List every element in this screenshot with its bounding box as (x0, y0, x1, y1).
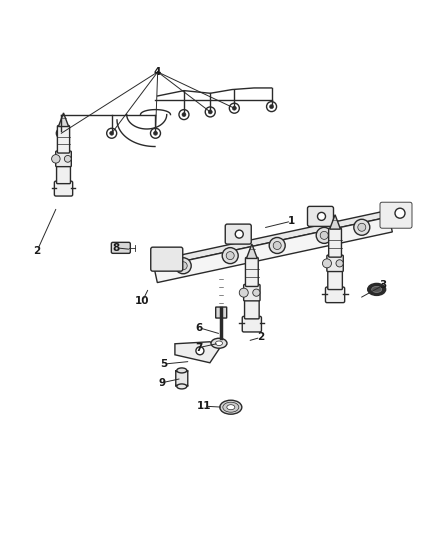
Circle shape (107, 128, 117, 138)
Circle shape (235, 230, 243, 238)
FancyBboxPatch shape (245, 257, 258, 286)
FancyBboxPatch shape (327, 255, 343, 271)
Circle shape (273, 241, 281, 249)
FancyBboxPatch shape (151, 247, 183, 271)
Circle shape (320, 231, 328, 239)
Text: 7: 7 (196, 343, 203, 352)
Circle shape (239, 288, 248, 297)
Circle shape (182, 112, 186, 117)
Circle shape (232, 106, 237, 110)
Ellipse shape (227, 405, 235, 410)
Circle shape (358, 223, 366, 231)
Circle shape (226, 252, 234, 260)
Circle shape (196, 347, 204, 355)
Circle shape (175, 258, 191, 274)
Text: 2: 2 (257, 333, 264, 342)
FancyBboxPatch shape (54, 181, 73, 196)
Circle shape (230, 103, 239, 113)
Circle shape (153, 131, 158, 135)
Circle shape (205, 107, 215, 117)
Ellipse shape (220, 400, 242, 414)
FancyBboxPatch shape (111, 243, 131, 253)
Circle shape (267, 102, 276, 111)
FancyBboxPatch shape (307, 206, 333, 227)
Ellipse shape (223, 402, 239, 412)
Polygon shape (153, 211, 389, 268)
Circle shape (64, 156, 71, 162)
Text: 1: 1 (288, 216, 295, 226)
FancyBboxPatch shape (328, 270, 343, 289)
Text: 2: 2 (34, 246, 41, 255)
FancyBboxPatch shape (56, 151, 71, 167)
Circle shape (179, 262, 187, 270)
Circle shape (318, 212, 325, 220)
Circle shape (52, 155, 60, 163)
Circle shape (269, 238, 285, 254)
Circle shape (222, 248, 238, 264)
Circle shape (151, 128, 160, 138)
FancyBboxPatch shape (57, 165, 71, 184)
Polygon shape (154, 217, 392, 282)
FancyBboxPatch shape (215, 307, 227, 318)
Circle shape (59, 131, 64, 135)
Ellipse shape (177, 384, 187, 389)
Circle shape (253, 289, 260, 296)
Circle shape (354, 219, 370, 235)
Text: 5: 5 (161, 359, 168, 369)
Ellipse shape (372, 286, 381, 293)
Circle shape (57, 128, 66, 138)
FancyBboxPatch shape (328, 228, 342, 257)
FancyBboxPatch shape (325, 287, 345, 303)
Text: 8: 8 (113, 243, 120, 253)
FancyBboxPatch shape (244, 299, 259, 319)
Ellipse shape (211, 338, 227, 348)
Circle shape (269, 104, 274, 109)
Text: 9: 9 (159, 378, 166, 387)
FancyBboxPatch shape (176, 370, 188, 386)
Ellipse shape (367, 284, 386, 295)
Circle shape (336, 260, 343, 267)
Circle shape (179, 110, 189, 119)
Text: 11: 11 (196, 401, 211, 411)
FancyBboxPatch shape (57, 126, 70, 153)
Text: 3: 3 (380, 280, 387, 290)
Ellipse shape (215, 341, 223, 345)
Circle shape (395, 208, 405, 218)
FancyBboxPatch shape (242, 317, 261, 332)
FancyBboxPatch shape (380, 202, 412, 228)
Polygon shape (175, 342, 220, 363)
Circle shape (110, 131, 114, 135)
Circle shape (208, 110, 212, 114)
Ellipse shape (177, 368, 187, 373)
Circle shape (322, 259, 332, 268)
Text: 6: 6 (196, 323, 203, 333)
Circle shape (316, 228, 332, 244)
Text: 10: 10 (135, 296, 150, 306)
Text: 4: 4 (154, 67, 161, 77)
Polygon shape (330, 215, 340, 229)
Polygon shape (58, 113, 69, 126)
FancyBboxPatch shape (225, 224, 251, 244)
FancyBboxPatch shape (244, 285, 260, 301)
Polygon shape (247, 244, 257, 259)
